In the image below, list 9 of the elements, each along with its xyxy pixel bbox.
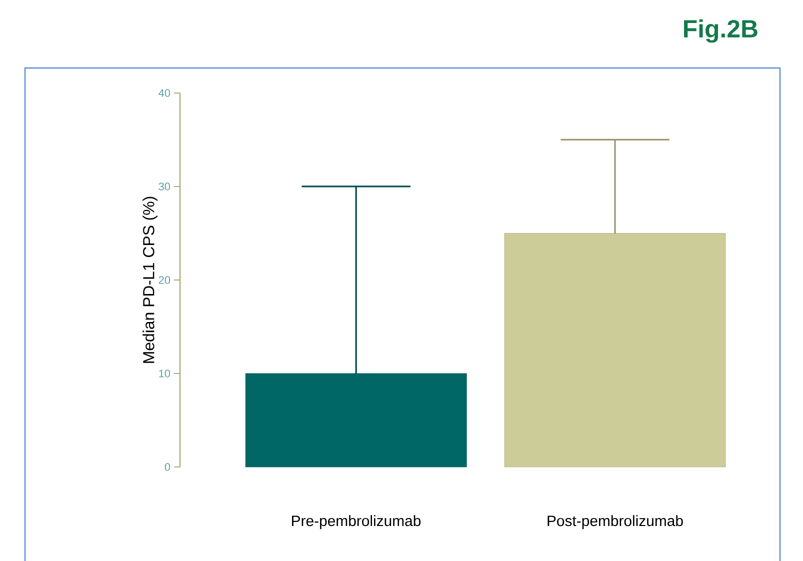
chart-title: Fig.2B <box>684 19 758 43</box>
y-tick-label: 0 <box>164 463 170 471</box>
x-tick-label: Pre-pembrolizumab <box>292 515 421 530</box>
x-tick-label: Post-pembrolizumab <box>548 515 683 530</box>
y-tick-label: 10 <box>159 370 170 378</box>
y-axis-title: Median PD-L1 CPS (%) <box>142 196 158 363</box>
y-tick-label: 30 <box>158 182 170 190</box>
y-tick-label: 20 <box>158 276 170 284</box>
y-tick-label: 40 <box>158 89 170 97</box>
